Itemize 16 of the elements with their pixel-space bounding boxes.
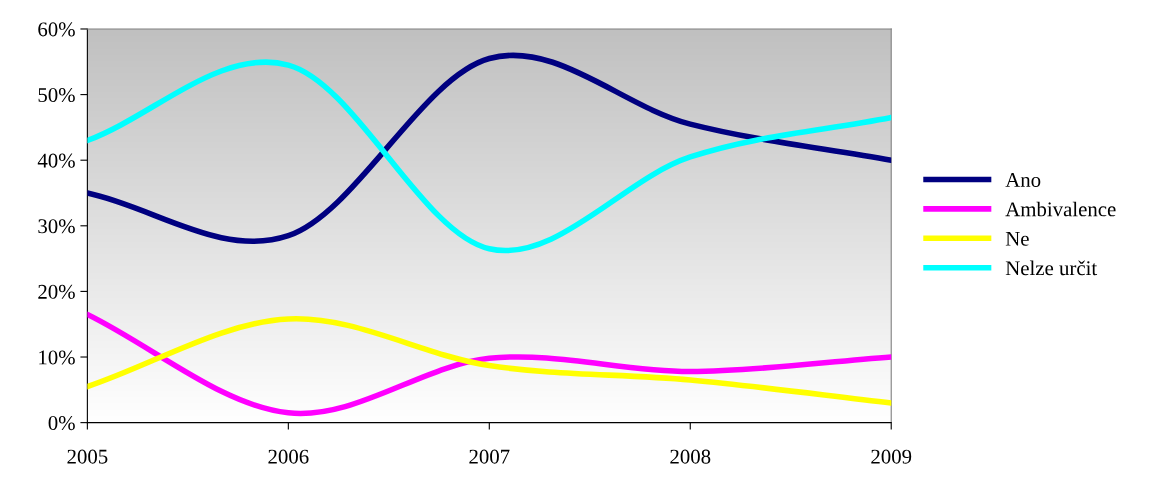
legend-label: Ambivalence — [1005, 201, 1116, 217]
x-tick-label: 2005 — [67, 449, 108, 464]
y-tick-label: 40% — [37, 153, 75, 168]
y-tick-label: 10% — [39, 350, 75, 365]
y-tick-label: 20% — [38, 284, 75, 299]
x-tick-label: 2008 — [670, 449, 711, 464]
x-tick-label: 2007 — [469, 449, 510, 464]
y-tick-label: 0% — [48, 416, 75, 431]
legend-label: Ano — [1005, 172, 1041, 187]
x-tick-label: 2009 — [871, 449, 912, 464]
y-tick-label: 30% — [38, 219, 75, 234]
y-tick-label: 50% — [38, 87, 75, 103]
legend-label: Nelze určit — [1005, 260, 1098, 276]
legend-label: Ne — [1005, 231, 1029, 246]
x-tick-label: 2006 — [268, 449, 309, 464]
y-tick-label: 60% — [38, 22, 75, 37]
